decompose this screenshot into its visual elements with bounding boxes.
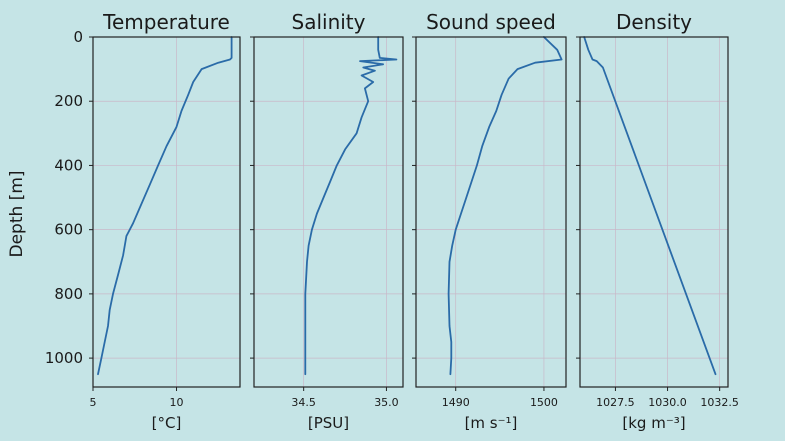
panel-frame (253, 36, 404, 388)
x-tick-label: 35.0 (374, 396, 399, 409)
y-axis-label: Depth [m] (7, 170, 27, 257)
panel-title: Sound speed (426, 10, 556, 34)
x-tick-label: 1027.5 (596, 396, 635, 409)
x-tick-label: 10 (170, 396, 184, 409)
x-tick-label: 1490 (442, 396, 470, 409)
x-axis-unit: [kg m⁻³] (622, 414, 685, 432)
profile-line-1-0 (304, 36, 398, 376)
y-tick-label: 200 (54, 92, 83, 110)
panel-2: Sound speed 1490 1500 [m s⁻¹] (412, 10, 567, 432)
x-tick-label: 1032.5 (700, 396, 739, 409)
x-axis-unit: [m s⁻¹] (465, 414, 518, 432)
panel-frame (415, 36, 567, 388)
panel-0: Temperature 5 10 [°C] (89, 10, 241, 432)
x-axis-unit: [PSU] (308, 414, 349, 432)
y-tick-label: 0 (73, 28, 83, 46)
y-tick-label: 1000 (45, 349, 83, 367)
x-tick-label: 34.5 (291, 396, 316, 409)
panel-3: Density 1027.5 1030.0 1032.5 [kg m⁻³] (576, 10, 739, 432)
panel-title: Salinity (292, 10, 366, 34)
profile-line-3-0 (583, 36, 717, 376)
profile-line-2-0 (447, 36, 563, 376)
x-axis-unit: [°C] (152, 414, 182, 432)
x-tick-label: 1030.0 (648, 396, 687, 409)
profile-line-0-0 (97, 36, 233, 376)
y-tick-label: 800 (54, 285, 83, 303)
panel-1: Salinity 34.5 35.0 [PSU] (250, 10, 404, 432)
y-tick-label: 600 (54, 221, 83, 239)
panel-title: Temperature (102, 10, 230, 34)
x-tick-label: 1500 (530, 396, 558, 409)
y-tick-label: 400 (54, 156, 83, 174)
x-tick-label: 5 (90, 396, 97, 409)
panel-frame (92, 36, 241, 388)
panel-title: Density (616, 10, 692, 34)
panel-frame (579, 36, 729, 388)
